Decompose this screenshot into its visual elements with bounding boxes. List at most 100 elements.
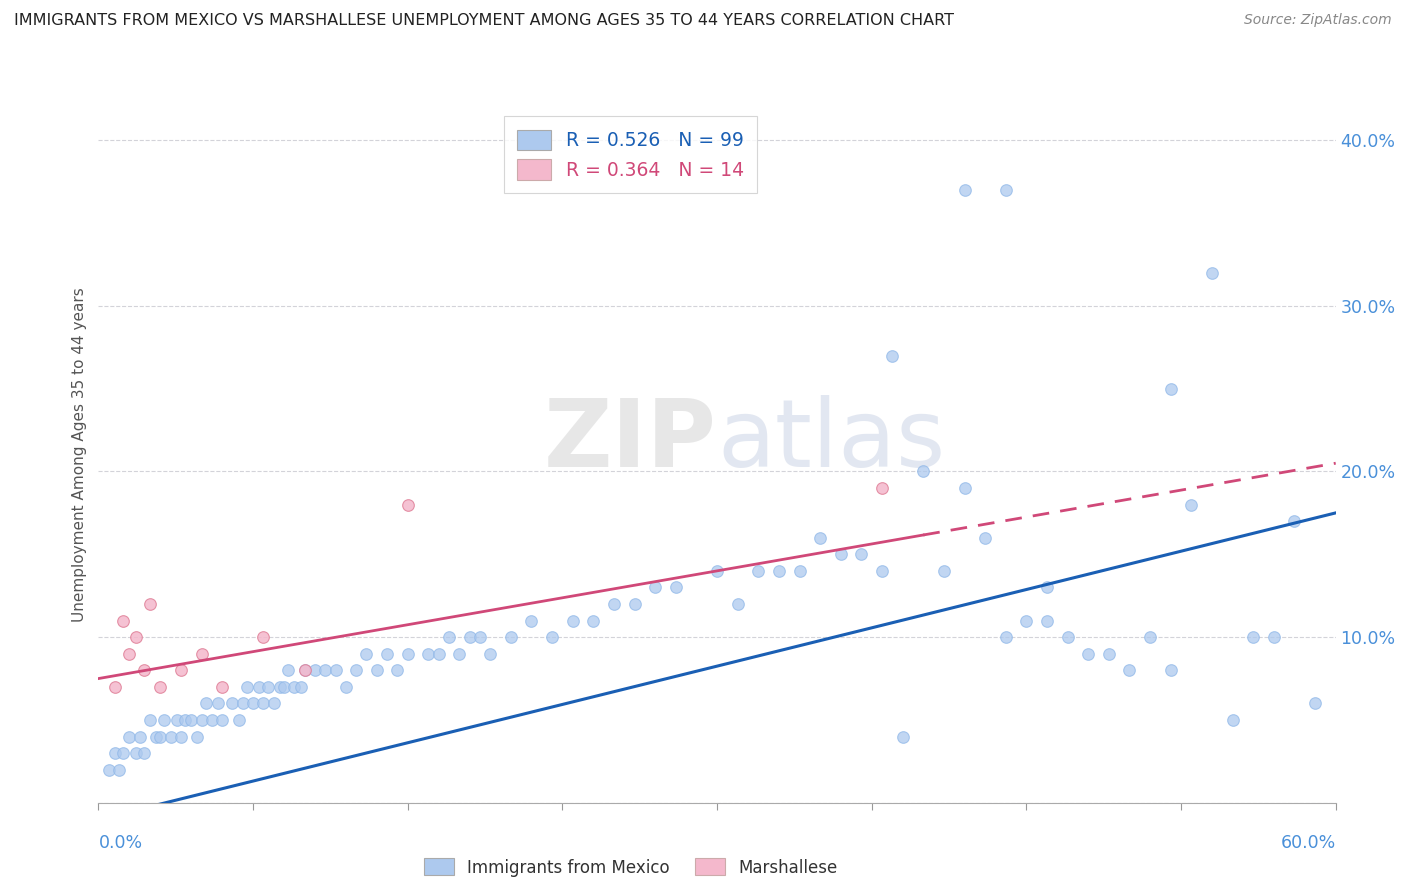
Point [211, 680, 233, 694]
Point [1036, 614, 1059, 628]
Point [427, 647, 450, 661]
Point [149, 730, 172, 744]
Point [1303, 697, 1326, 711]
Point [808, 531, 831, 545]
Point [108, 763, 131, 777]
Point [186, 730, 208, 744]
Point [891, 730, 914, 744]
Point [396, 498, 419, 512]
Text: 60.0%: 60.0% [1281, 834, 1336, 852]
Text: atlas: atlas [717, 395, 945, 487]
Point [170, 730, 193, 744]
Point [468, 630, 491, 644]
Point [1263, 630, 1285, 644]
Point [174, 713, 197, 727]
Point [994, 183, 1017, 197]
Point [207, 697, 229, 711]
Point [314, 663, 336, 677]
Point [499, 630, 522, 644]
Point [132, 746, 155, 760]
Point [449, 647, 471, 661]
Point [541, 630, 564, 644]
Point [263, 697, 285, 711]
Point [1036, 581, 1059, 595]
Point [228, 713, 250, 727]
Point [170, 663, 193, 677]
Point [159, 730, 181, 744]
Point [1098, 647, 1121, 661]
Point [870, 481, 893, 495]
Point [375, 647, 398, 661]
Point [124, 746, 146, 760]
Point [665, 581, 688, 595]
Point [166, 713, 188, 727]
Point [124, 630, 146, 644]
Point [789, 564, 811, 578]
Point [396, 647, 419, 661]
Point [1284, 514, 1306, 528]
Point [290, 680, 312, 694]
Point [644, 581, 666, 595]
Point [520, 614, 543, 628]
Point [932, 564, 955, 578]
Point [256, 680, 278, 694]
Point [190, 713, 212, 727]
Text: Source: ZipAtlas.com: Source: ZipAtlas.com [1244, 13, 1392, 28]
Point [104, 746, 127, 760]
Point [277, 663, 299, 677]
Point [1241, 630, 1264, 644]
Point [747, 564, 769, 578]
Point [269, 680, 291, 694]
Point [882, 349, 904, 363]
Point [242, 697, 264, 711]
Point [1015, 614, 1038, 628]
Point [458, 630, 481, 644]
Point [325, 663, 347, 677]
Point [582, 614, 605, 628]
Point [1222, 713, 1244, 727]
Point [623, 597, 645, 611]
Point [1160, 663, 1182, 677]
Point [247, 680, 270, 694]
Point [104, 680, 127, 694]
Point [153, 713, 176, 727]
Point [1201, 266, 1223, 280]
Point [344, 663, 367, 677]
Point [145, 730, 167, 744]
Point [479, 647, 502, 661]
Point [706, 564, 728, 578]
Point [437, 630, 460, 644]
Point [252, 697, 274, 711]
Point [994, 630, 1017, 644]
Legend: Immigrants from Mexico, Marshallese: Immigrants from Mexico, Marshallese [415, 850, 845, 885]
Point [603, 597, 626, 611]
Point [335, 680, 357, 694]
Point [366, 663, 388, 677]
Point [304, 663, 326, 677]
Point [232, 697, 254, 711]
Point [273, 680, 295, 694]
Point [912, 465, 935, 479]
Point [727, 597, 749, 611]
Point [851, 547, 873, 561]
Point [211, 713, 233, 727]
Point [118, 730, 141, 744]
Point [1077, 647, 1099, 661]
Text: 0.0%: 0.0% [98, 834, 142, 852]
Text: ZIP: ZIP [544, 395, 717, 487]
Point [221, 697, 243, 711]
Point [953, 183, 976, 197]
Point [561, 614, 583, 628]
Point [974, 531, 997, 545]
Point [294, 663, 316, 677]
Point [418, 647, 440, 661]
Point [118, 647, 141, 661]
Point [1139, 630, 1161, 644]
Point [112, 614, 135, 628]
Y-axis label: Unemployment Among Ages 35 to 44 years: Unemployment Among Ages 35 to 44 years [72, 287, 87, 623]
Point [387, 663, 409, 677]
Point [283, 680, 305, 694]
Point [252, 630, 274, 644]
Point [132, 663, 155, 677]
Point [190, 647, 212, 661]
